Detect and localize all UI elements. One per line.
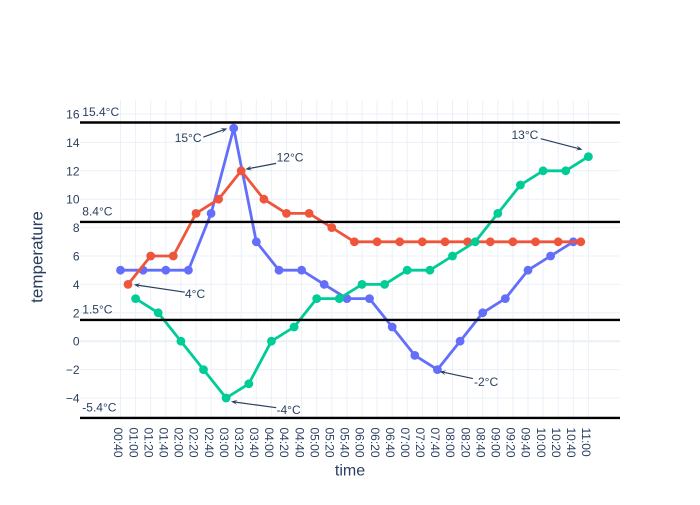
svg-text:02:00: 02:00 bbox=[172, 428, 186, 458]
svg-text:11:00: 11:00 bbox=[579, 428, 593, 457]
svg-text:05:40: 05:40 bbox=[338, 428, 352, 458]
svg-text:time: time bbox=[335, 463, 365, 480]
svg-text:09:40: 09:40 bbox=[519, 428, 533, 458]
svg-text:07:40: 07:40 bbox=[428, 428, 442, 458]
svg-text:08:00: 08:00 bbox=[443, 428, 457, 458]
svg-text:06:00: 06:00 bbox=[353, 428, 367, 458]
svg-text:15.4°C: 15.4°C bbox=[82, 105, 119, 119]
svg-text:4°C: 4°C bbox=[185, 287, 205, 301]
svg-text:09:00: 09:00 bbox=[489, 428, 503, 458]
svg-text:04:40: 04:40 bbox=[292, 428, 306, 458]
svg-text:8.4°C: 8.4°C bbox=[82, 205, 112, 219]
svg-text:10:00: 10:00 bbox=[534, 428, 548, 458]
svg-text:00:40: 00:40 bbox=[111, 428, 125, 458]
svg-text:10: 10 bbox=[66, 193, 80, 207]
svg-text:07:20: 07:20 bbox=[413, 428, 427, 458]
svg-text:temperature: temperature bbox=[28, 211, 47, 303]
svg-text:12: 12 bbox=[66, 164, 80, 178]
svg-text:07:00: 07:00 bbox=[398, 428, 412, 458]
svg-text:01:40: 01:40 bbox=[157, 428, 171, 458]
svg-text:08:20: 08:20 bbox=[458, 428, 472, 458]
svg-text:14: 14 bbox=[66, 136, 80, 150]
svg-text:09:20: 09:20 bbox=[504, 428, 518, 458]
svg-text:03:20: 03:20 bbox=[232, 428, 246, 458]
svg-text:04:00: 04:00 bbox=[262, 428, 276, 458]
svg-text:05:20: 05:20 bbox=[323, 428, 337, 458]
svg-text:05:00: 05:00 bbox=[307, 428, 321, 458]
svg-text:03:00: 03:00 bbox=[217, 428, 231, 458]
svg-text:12°C: 12°C bbox=[277, 150, 304, 164]
svg-text:0: 0 bbox=[73, 335, 80, 349]
svg-text:−2: −2 bbox=[66, 363, 80, 377]
svg-text:08:40: 08:40 bbox=[473, 428, 487, 458]
svg-text:-4°C: -4°C bbox=[277, 403, 301, 417]
svg-text:−4: −4 bbox=[66, 392, 80, 406]
svg-text:-5.4°C: -5.4°C bbox=[82, 401, 116, 415]
svg-text:13°C: 13°C bbox=[512, 128, 539, 142]
svg-text:6: 6 bbox=[73, 250, 80, 264]
svg-text:15°C: 15°C bbox=[175, 131, 202, 145]
svg-text:04:20: 04:20 bbox=[277, 428, 291, 458]
svg-text:02:20: 02:20 bbox=[187, 428, 201, 458]
svg-text:06:20: 06:20 bbox=[368, 428, 382, 458]
svg-text:01:00: 01:00 bbox=[126, 428, 140, 458]
svg-text:16: 16 bbox=[66, 108, 80, 122]
svg-text:10:20: 10:20 bbox=[549, 428, 563, 458]
svg-text:01:20: 01:20 bbox=[141, 428, 155, 458]
svg-text:2: 2 bbox=[73, 306, 80, 320]
svg-text:8: 8 bbox=[73, 221, 80, 235]
svg-text:1.5°C: 1.5°C bbox=[82, 303, 112, 317]
svg-text:4: 4 bbox=[73, 278, 80, 292]
svg-text:06:40: 06:40 bbox=[383, 428, 397, 458]
svg-text:-2°C: -2°C bbox=[474, 375, 498, 389]
svg-text:02:40: 02:40 bbox=[202, 428, 216, 458]
svg-text:03:40: 03:40 bbox=[247, 428, 261, 458]
svg-text:10:40: 10:40 bbox=[564, 428, 578, 458]
